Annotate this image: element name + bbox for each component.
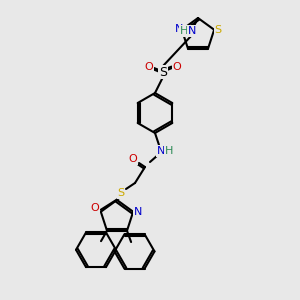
Text: S: S <box>214 25 222 35</box>
Text: O: O <box>145 62 153 72</box>
Text: N: N <box>134 207 142 217</box>
Text: S: S <box>159 65 167 79</box>
Text: O: O <box>172 62 182 72</box>
Text: O: O <box>91 203 99 213</box>
Text: N: N <box>188 26 196 36</box>
Text: H: H <box>180 26 188 36</box>
Text: S: S <box>117 188 124 198</box>
Text: H: H <box>165 146 173 156</box>
Text: N: N <box>175 24 183 34</box>
Text: N: N <box>157 146 165 156</box>
Text: O: O <box>129 154 137 164</box>
